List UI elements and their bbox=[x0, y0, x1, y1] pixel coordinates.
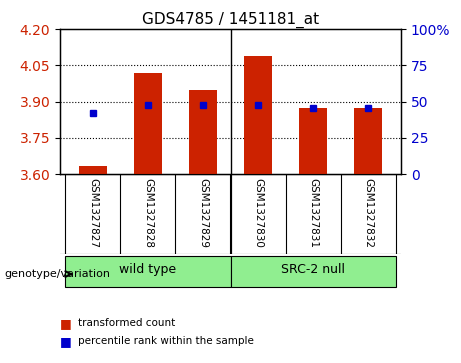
Text: GSM1327831: GSM1327831 bbox=[308, 178, 318, 248]
Text: ■: ■ bbox=[60, 317, 71, 330]
Text: GSM1327828: GSM1327828 bbox=[143, 178, 153, 248]
Text: GSM1327827: GSM1327827 bbox=[88, 178, 98, 248]
Text: GSM1327829: GSM1327829 bbox=[198, 178, 208, 248]
FancyBboxPatch shape bbox=[230, 256, 396, 287]
Text: SRC-2 null: SRC-2 null bbox=[281, 263, 345, 276]
Text: percentile rank within the sample: percentile rank within the sample bbox=[78, 336, 254, 346]
Text: transformed count: transformed count bbox=[78, 318, 176, 328]
Text: genotype/variation: genotype/variation bbox=[5, 269, 111, 279]
Text: ■: ■ bbox=[60, 335, 71, 348]
Title: GDS4785 / 1451181_at: GDS4785 / 1451181_at bbox=[142, 12, 319, 28]
Bar bbox=[134, 73, 162, 174]
Bar bbox=[79, 167, 106, 174]
Text: GSM1327830: GSM1327830 bbox=[253, 178, 263, 248]
Bar bbox=[355, 108, 382, 174]
Text: GSM1327832: GSM1327832 bbox=[363, 178, 373, 248]
FancyBboxPatch shape bbox=[65, 256, 230, 287]
Text: wild type: wild type bbox=[119, 263, 177, 276]
Bar bbox=[299, 108, 327, 174]
Bar bbox=[189, 90, 217, 174]
Bar bbox=[244, 56, 272, 174]
